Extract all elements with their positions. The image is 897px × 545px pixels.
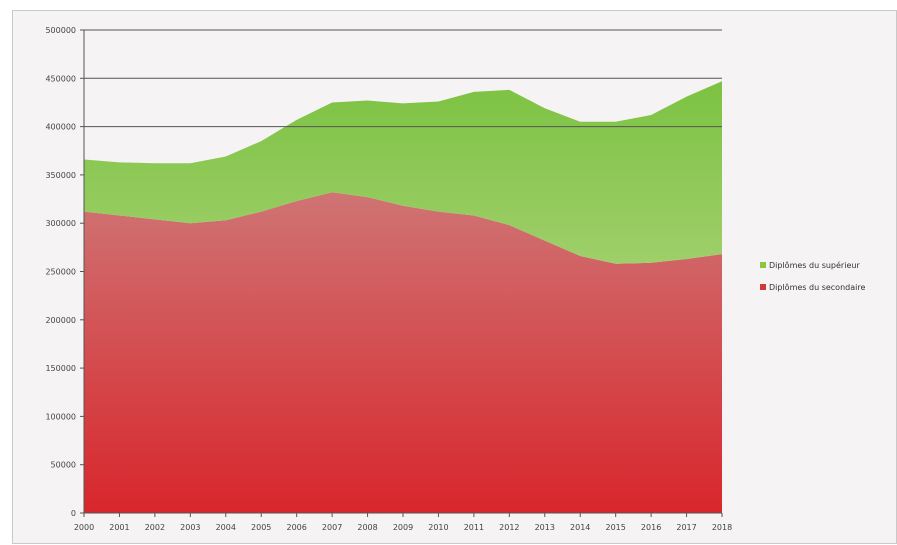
y-tick-label: 50000 [51, 461, 76, 470]
x-tick-label: 2010 [428, 523, 448, 532]
legend-swatch [760, 284, 766, 290]
x-tick-label: 2002 [145, 523, 165, 532]
x-tick-label: 2016 [641, 523, 661, 532]
legend-swatch [760, 262, 766, 268]
x-tick-label: 2006 [286, 523, 306, 532]
y-tick-label: 150000 [45, 364, 76, 373]
x-tick-label: 2000 [74, 523, 94, 532]
x-tick-label: 2018 [712, 523, 732, 532]
y-tick-label: 350000 [45, 171, 76, 180]
x-tick-label: 2012 [499, 523, 519, 532]
y-tick-label: 200000 [45, 316, 76, 325]
x-tick-label: 2004 [216, 523, 236, 532]
x-tick-label: 2014 [570, 523, 590, 532]
legend-label: Diplômes du secondaire [769, 282, 865, 292]
x-tick-label: 2003 [180, 523, 200, 532]
x-tick-label: 2001 [109, 523, 129, 532]
y-tick-label: 100000 [45, 412, 76, 421]
y-tick-label: 300000 [45, 219, 76, 228]
x-tick-label: 2009 [393, 523, 413, 532]
x-tick-label: 2011 [464, 523, 484, 532]
x-tick-label: 2008 [357, 523, 377, 532]
y-tick-label: 450000 [45, 74, 76, 83]
x-tick-label: 2015 [605, 523, 625, 532]
y-tick-label: 400000 [45, 123, 76, 132]
x-tick-label: 2007 [322, 523, 342, 532]
legend-label: Diplômes du supérieur [769, 260, 860, 270]
y-tick-label: 500000 [45, 26, 76, 35]
y-tick-label: 0 [71, 509, 76, 518]
y-tick-label: 250000 [45, 268, 76, 277]
x-tick-label: 2017 [676, 523, 696, 532]
x-tick-label: 2005 [251, 523, 271, 532]
area-diplomes-du-secondaire [84, 192, 722, 513]
x-tick-label: 2013 [535, 523, 555, 532]
